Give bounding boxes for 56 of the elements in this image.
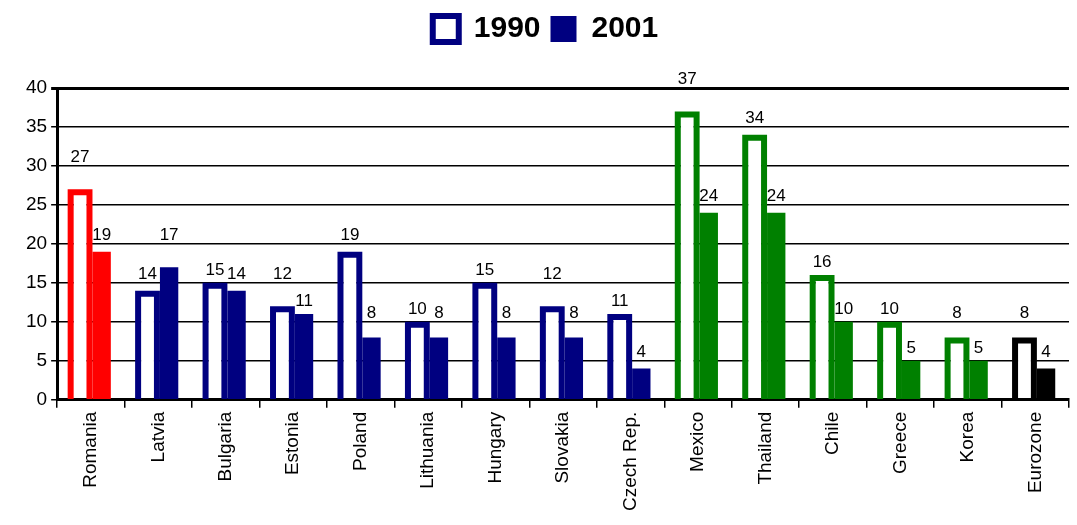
- y-tick-label: 5: [36, 349, 48, 370]
- data-label: 8: [1019, 302, 1030, 322]
- data-label: 8: [569, 302, 579, 322]
- x-tick-label: Czech Rep.: [618, 411, 640, 512]
- y-tick-label: 10: [25, 310, 48, 332]
- x-tick-label: Latvia: [146, 411, 168, 463]
- data-label: 19: [92, 224, 112, 244]
- data-label: 10: [834, 298, 854, 318]
- data-label: 24: [699, 185, 719, 205]
- x-tick-label: Bulgaria: [214, 411, 236, 482]
- data-label: 14: [138, 263, 157, 283]
- x-tick-label: Korea: [956, 411, 978, 463]
- data-label: 5: [906, 337, 916, 357]
- data-label: 24: [766, 185, 786, 205]
- y-tick-label: 20: [25, 232, 48, 254]
- data-label: 19: [340, 224, 360, 244]
- data-label: 8: [501, 302, 512, 322]
- x-tick-label: Hungary: [483, 411, 505, 484]
- x-tick-label: Chile: [821, 411, 843, 456]
- data-label: 16: [812, 252, 832, 272]
- data-label: 34: [745, 107, 765, 127]
- data-label: 8: [434, 302, 444, 322]
- x-tick-label: Estonia: [281, 411, 303, 476]
- data-label: 8: [952, 302, 962, 322]
- data-label: 14: [227, 263, 247, 283]
- y-tick-label: 30: [25, 154, 48, 176]
- x-tick-label: Slovakia: [551, 411, 573, 484]
- x-tick-label: Greece: [888, 411, 910, 475]
- data-label: 27: [70, 146, 90, 166]
- x-tick-label: Thailand: [753, 411, 775, 485]
- data-label: 11: [610, 291, 629, 311]
- y-tick-label: 40: [25, 76, 48, 98]
- y-tick-label: 0: [36, 387, 48, 409]
- data-label: 12: [542, 263, 562, 283]
- data-label: 4: [636, 341, 647, 361]
- x-tick-label: Eurozone: [1023, 411, 1045, 494]
- data-label: 8: [366, 302, 377, 322]
- data-label: 12: [272, 263, 292, 283]
- data-label: 10: [407, 298, 427, 318]
- legend-label: 2001: [591, 10, 659, 44]
- y-tick-label: 35: [25, 115, 48, 137]
- x-tick-label: Romania: [79, 411, 101, 488]
- data-label: 15: [205, 259, 225, 279]
- data-label: 15: [475, 259, 495, 279]
- data-label: 11: [295, 291, 313, 311]
- x-tick-label: Mexico: [686, 411, 708, 472]
- data-label: 5: [973, 337, 984, 357]
- data-label: 17: [159, 224, 179, 244]
- legend-label: 1990: [473, 10, 541, 44]
- y-tick-label: 15: [25, 271, 48, 293]
- x-tick-label: Poland: [348, 411, 370, 471]
- data-label: 37: [677, 69, 697, 88]
- y-tick-label: 25: [25, 193, 48, 215]
- data-label: 10: [880, 298, 900, 318]
- data-label: 4: [1041, 341, 1051, 361]
- x-tick-label: Lithuania: [416, 411, 438, 489]
